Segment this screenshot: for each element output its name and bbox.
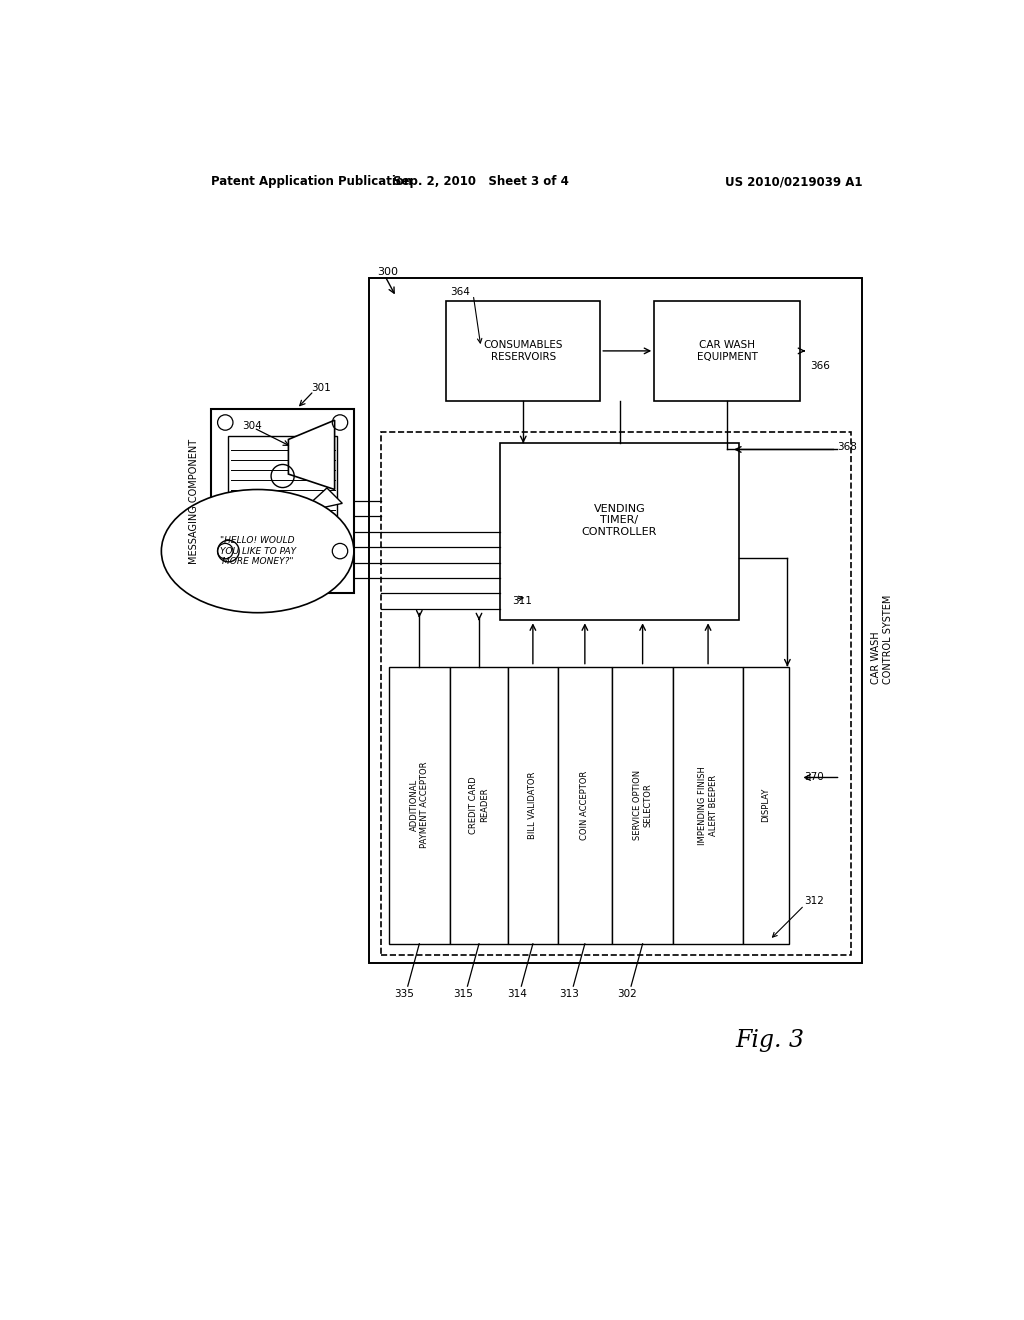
Text: ADDITIONAL
PAYMENT ACCEPTOR: ADDITIONAL PAYMENT ACCEPTOR xyxy=(410,762,429,849)
Polygon shape xyxy=(289,420,335,490)
FancyBboxPatch shape xyxy=(500,444,739,620)
Text: CAR WASH
CONTROL SYSTEM: CAR WASH CONTROL SYSTEM xyxy=(871,595,893,684)
Text: 315: 315 xyxy=(454,989,473,999)
Text: VENDING
TIMER/
CONTROLLER: VENDING TIMER/ CONTROLLER xyxy=(582,504,657,537)
Text: DISPLAY: DISPLAY xyxy=(761,788,770,822)
FancyBboxPatch shape xyxy=(370,277,862,964)
Text: 335: 335 xyxy=(394,989,414,999)
Text: 314: 314 xyxy=(508,989,527,999)
Text: "HELLO! WOULD
YOU LIKE TO PAY
MORE MONEY?": "HELLO! WOULD YOU LIKE TO PAY MORE MONEY… xyxy=(219,536,296,566)
FancyBboxPatch shape xyxy=(451,667,508,944)
Text: BILL VALIDATOR: BILL VALIDATOR xyxy=(528,771,538,840)
Text: 313: 313 xyxy=(559,989,580,999)
Text: Sep. 2, 2010   Sheet 3 of 4: Sep. 2, 2010 Sheet 3 of 4 xyxy=(393,176,569,187)
Text: IMPENDING FINISH
ALERT BEEPER: IMPENDING FINISH ALERT BEEPER xyxy=(698,766,718,845)
FancyBboxPatch shape xyxy=(446,301,600,401)
Text: CAR WASH
EQUIPMENT: CAR WASH EQUIPMENT xyxy=(697,341,758,362)
FancyBboxPatch shape xyxy=(508,667,558,944)
Text: 364: 364 xyxy=(451,286,470,297)
Text: 368: 368 xyxy=(838,442,857,453)
FancyBboxPatch shape xyxy=(388,667,451,944)
Text: Fig. 3: Fig. 3 xyxy=(735,1028,804,1052)
Text: CONSUMABLES
RESERVOIRS: CONSUMABLES RESERVOIRS xyxy=(483,341,563,362)
Text: MESSAGING COMPONENT: MESSAGING COMPONENT xyxy=(189,438,200,564)
FancyBboxPatch shape xyxy=(211,409,354,594)
FancyBboxPatch shape xyxy=(381,432,851,956)
Text: US 2010/0219039 A1: US 2010/0219039 A1 xyxy=(725,176,862,187)
Text: CREDIT CARD
READER: CREDIT CARD READER xyxy=(469,776,488,834)
Ellipse shape xyxy=(162,490,354,612)
Text: 304: 304 xyxy=(243,421,262,432)
Text: 370: 370 xyxy=(804,772,824,783)
Text: 300: 300 xyxy=(377,268,398,277)
FancyBboxPatch shape xyxy=(654,301,801,401)
Polygon shape xyxy=(300,488,342,512)
Text: 366: 366 xyxy=(810,362,829,371)
FancyBboxPatch shape xyxy=(243,565,281,585)
FancyBboxPatch shape xyxy=(558,667,611,944)
FancyBboxPatch shape xyxy=(742,667,788,944)
FancyBboxPatch shape xyxy=(674,667,742,944)
Text: 301: 301 xyxy=(311,383,331,393)
Text: SERVICE OPTION
SELECTOR: SERVICE OPTION SELECTOR xyxy=(633,770,652,841)
Text: 312: 312 xyxy=(804,896,824,907)
Text: 302: 302 xyxy=(617,989,637,999)
Text: 311: 311 xyxy=(512,597,531,606)
Text: COIN ACCEPTOR: COIN ACCEPTOR xyxy=(581,771,590,840)
FancyBboxPatch shape xyxy=(228,436,337,516)
Text: Patent Application Publication: Patent Application Publication xyxy=(211,176,413,187)
FancyBboxPatch shape xyxy=(611,667,674,944)
